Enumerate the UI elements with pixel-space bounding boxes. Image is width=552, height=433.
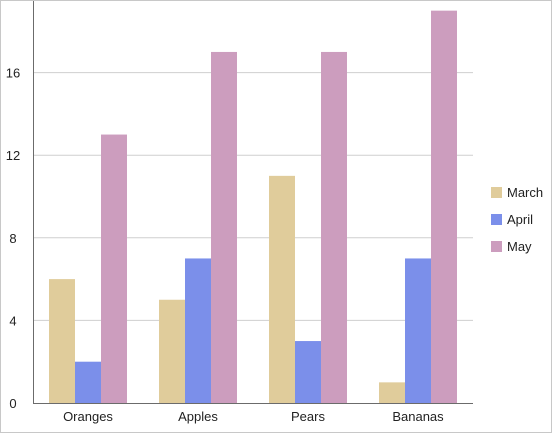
legend-item-march: March [491, 179, 543, 206]
bar-april-apples [185, 258, 211, 403]
legend-swatch [491, 187, 502, 198]
legend-label: May [507, 239, 532, 254]
y-tick-label: 0 [9, 396, 16, 411]
bar-april-pears [295, 341, 321, 403]
y-tick-label: 8 [9, 231, 16, 246]
legend-swatch [491, 241, 502, 252]
bar-may-pears [321, 51, 347, 403]
bar-may-bananas [431, 10, 457, 404]
bar-may-oranges [101, 134, 127, 404]
legend-label: March [507, 185, 544, 200]
legend-label: April [507, 212, 534, 227]
legend: March April May [491, 179, 543, 260]
bar-april-oranges [75, 361, 101, 403]
x-category-label: Oranges [63, 409, 113, 424]
y-tick-label: 4 [9, 313, 16, 328]
axes [33, 1, 473, 404]
y-tick-label: 16 [6, 66, 20, 81]
legend-item-april: April [491, 206, 543, 233]
bar-march-oranges [49, 279, 75, 403]
x-category-label: Apples [178, 409, 218, 424]
legend-swatch [491, 214, 502, 225]
y-tick-label: 12 [6, 148, 20, 163]
bar-march-bananas [379, 382, 405, 403]
bar-march-apples [159, 299, 185, 403]
x-category-label: Pears [291, 409, 325, 424]
bars [49, 10, 457, 404]
bar-may-apples [211, 51, 237, 403]
x-category-label: Bananas [392, 409, 444, 424]
legend-item-may: May [491, 233, 543, 260]
bar-march-pears [269, 175, 295, 403]
bar-april-bananas [405, 258, 431, 403]
axis-labels: 0 4 8 12 16 Oranges Apples Pears Bananas [6, 66, 444, 424]
